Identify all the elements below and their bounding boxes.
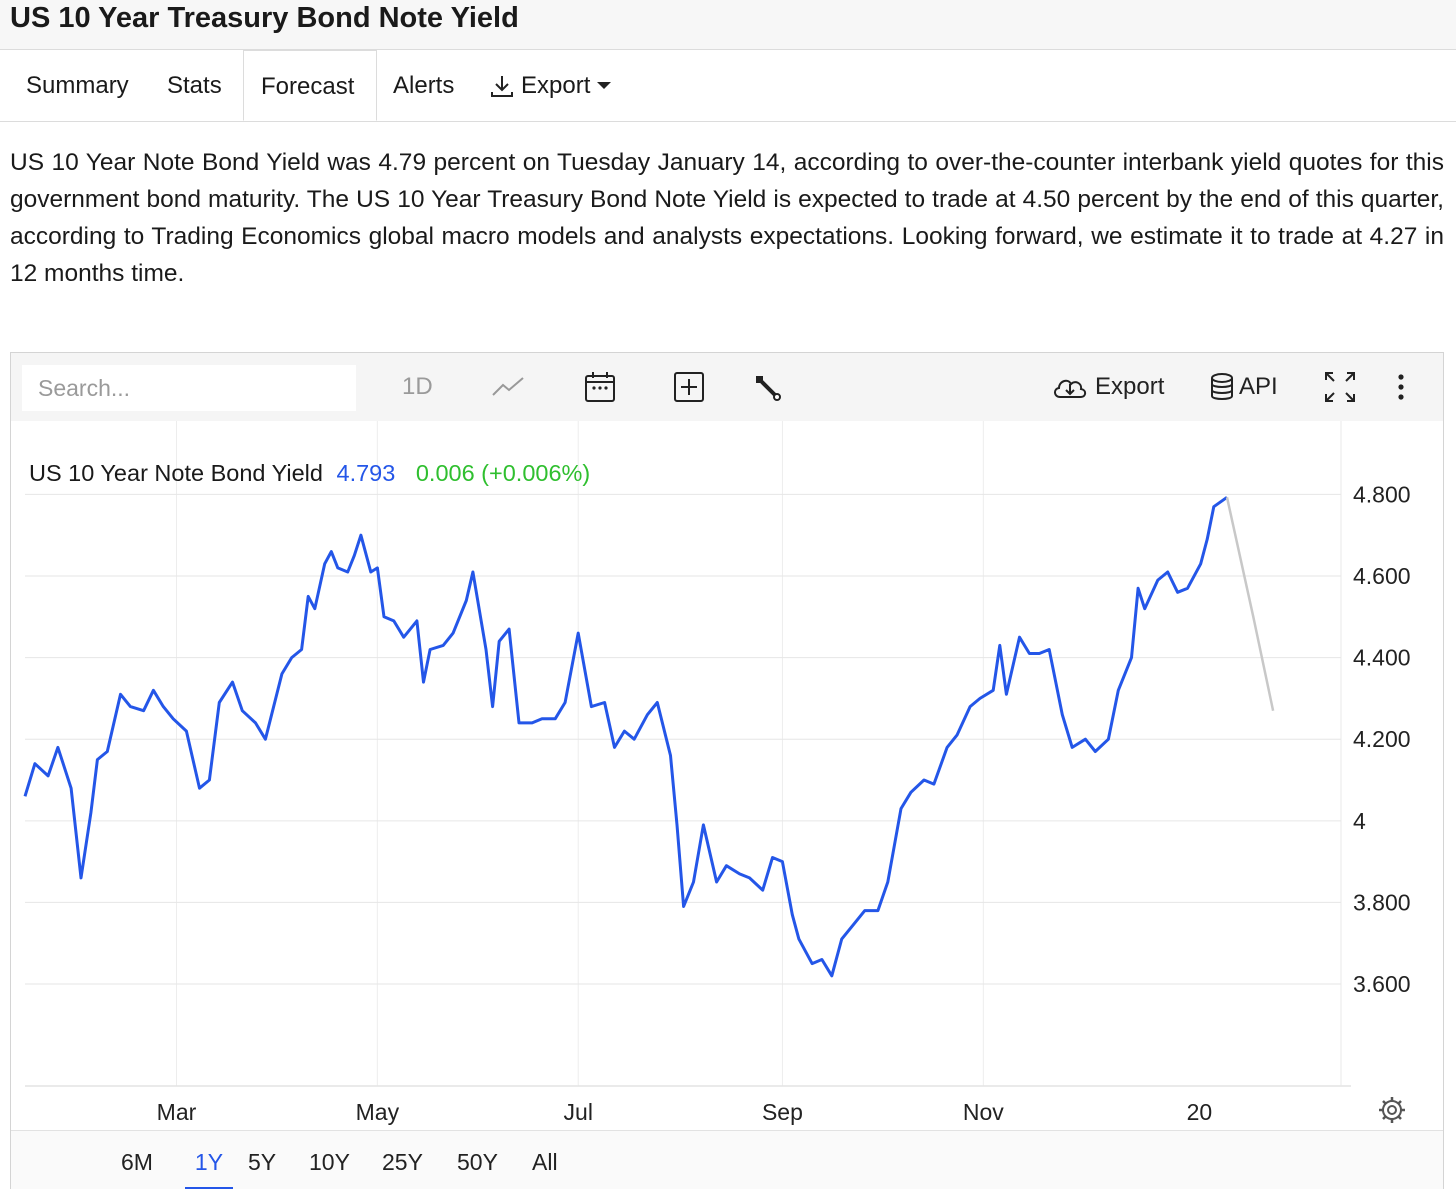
gear-icon-teeth	[1379, 1097, 1405, 1123]
chart-widget: 1D Export API 3.	[10, 352, 1444, 1189]
fullscreen-button[interactable]	[1323, 353, 1357, 421]
range-1y[interactable]: 1Y	[185, 1131, 233, 1189]
gear-icon	[1382, 1100, 1402, 1120]
tab-alerts[interactable]: Alerts	[393, 72, 455, 99]
forecast-series-line	[1225, 497, 1275, 711]
y-tick-label: 4	[1353, 808, 1366, 834]
x-tick-label: Nov	[963, 1099, 1004, 1125]
forecast-description: US 10 Year Note Bond Yield was 4.79 perc…	[10, 149, 1444, 287]
chart-toolbar: 1D Export API	[11, 353, 1443, 421]
x-tick-label: Jul	[564, 1099, 593, 1125]
gear-icon-center	[1387, 1105, 1397, 1115]
tab-bar: Summary Stats Forecast Alerts Export	[0, 50, 1456, 122]
tab-export-label: Export	[521, 72, 591, 99]
legend-change: 0.006 (+0.006%)	[416, 460, 590, 486]
range-all[interactable]: All	[532, 1149, 558, 1175]
more-options-button[interactable]	[1393, 353, 1409, 421]
download-icon	[491, 75, 513, 97]
range-25y[interactable]: 25Y	[382, 1149, 423, 1175]
x-tick-labels: Mar May Jul Sep Nov 20	[157, 1099, 1213, 1125]
api-label: API	[1239, 373, 1278, 400]
tab-stats[interactable]: Stats	[167, 72, 222, 99]
y-tick-label: 4.200	[1353, 726, 1411, 752]
yield-chart: 3.600 3.800 4 4.200 4.400 4.600 4.800 Mar May Ju…	[23, 421, 1411, 1125]
more-vertical-icon	[1398, 374, 1404, 400]
compare-button[interactable]	[673, 353, 705, 421]
chart-settings-button[interactable]	[1379, 1097, 1405, 1123]
x-gridlines	[175, 421, 984, 1086]
chart-legend: US 10 Year Note Bond Yield 4.793 0.006 (…	[29, 460, 590, 486]
interval-button[interactable]: 1D	[402, 373, 433, 400]
range-6m[interactable]: 6M	[121, 1149, 153, 1175]
x-tick-label: Sep	[762, 1099, 803, 1125]
y-tick-label: 3.800	[1353, 889, 1411, 915]
chart-type-button[interactable]	[491, 353, 525, 421]
date-range-button[interactable]	[583, 353, 617, 421]
line-chart-icon	[492, 377, 524, 396]
y-tick-label: 4.600	[1353, 563, 1411, 589]
settings-tools-button[interactable]	[751, 353, 783, 421]
range-5y[interactable]: 5Y	[248, 1149, 277, 1175]
legend-value: 4.793	[337, 460, 396, 486]
title-bar: US 10 Year Treasury Bond Note Yield	[0, 0, 1456, 50]
tab-summary[interactable]: Summary	[26, 72, 129, 99]
y-gridlines	[25, 493, 1341, 985]
y-tick-label: 4.400	[1353, 645, 1411, 671]
range-10y[interactable]: 10Y	[309, 1149, 350, 1175]
chart-export-label: Export	[1095, 373, 1165, 400]
tab-export[interactable]: Export	[489, 50, 614, 121]
plus-square-icon	[674, 372, 704, 402]
calendar-icon	[585, 372, 615, 402]
search-input[interactable]	[22, 365, 356, 411]
database-icon	[1211, 373, 1233, 400]
yield-series-line	[23, 496, 1228, 978]
y-tick-label: 4.800	[1353, 481, 1411, 507]
range-50y[interactable]: 50Y	[457, 1149, 498, 1175]
expand-icon	[1325, 372, 1355, 402]
tab-forecast[interactable]: Forecast	[243, 50, 377, 121]
wrench-icon	[756, 376, 781, 401]
page-title: US 10 Year Treasury Bond Note Yield	[10, 2, 519, 34]
api-button[interactable]: API	[1209, 353, 1278, 421]
chart-export-button[interactable]: Export	[1051, 353, 1164, 421]
caret-down-icon	[597, 81, 612, 89]
y-tick-labels: 3.600 3.800 4 4.200 4.400 4.600 4.800	[1353, 481, 1411, 997]
y-tick-label: 3.600	[1353, 971, 1411, 997]
series-group	[23, 496, 1275, 978]
legend-series-name: US 10 Year Note Bond Yield	[29, 460, 323, 486]
cloud-download-icon	[1054, 379, 1087, 398]
x-tick-label: May	[356, 1099, 400, 1125]
x-tick-label: Mar	[157, 1099, 197, 1125]
range-selector: 6M 1Y 5Y 10Y 25Y 50Y All	[11, 1130, 1443, 1189]
x-tick-label: 20	[1187, 1099, 1213, 1125]
